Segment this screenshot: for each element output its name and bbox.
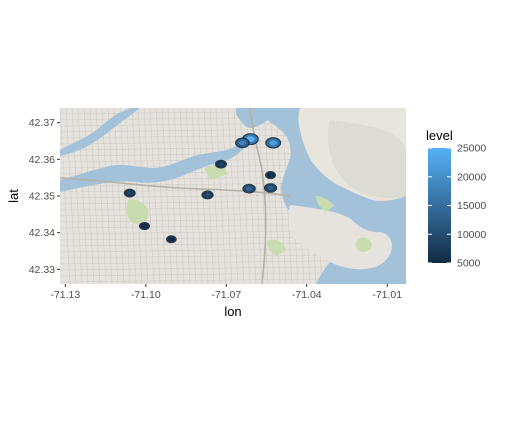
waterfront-park	[316, 196, 334, 212]
dorchester-bay	[316, 250, 406, 284]
density-blob	[201, 190, 214, 200]
charles-river	[60, 140, 248, 192]
legend-breaks: 5000 10000 15000 20000 25000	[428, 143, 486, 270]
legend-label: 20000	[457, 171, 486, 183]
basemap	[60, 108, 406, 284]
density-blob	[265, 171, 277, 180]
y-tick-label: 42.35	[29, 191, 55, 203]
y-tick-label: 42.34	[29, 227, 55, 239]
y-axis: 42.33 42.34 42.35 42.36 42.37	[29, 117, 60, 276]
legend-label: 15000	[457, 200, 486, 212]
legend-label: 10000	[457, 229, 486, 241]
highway-i93	[249, 108, 267, 284]
density-blobs	[123, 133, 282, 244]
legend-label: 5000	[457, 258, 481, 270]
x-tick-label: -71.10	[131, 289, 161, 301]
y-tick-label: 42.36	[29, 154, 55, 166]
x-tick-label: -71.04	[292, 289, 322, 301]
y-axis-title: lat	[6, 189, 21, 203]
density-blob	[263, 183, 278, 193]
upper-river	[60, 108, 140, 156]
x-tick-label: -71.07	[211, 289, 241, 301]
legend-colorbar	[428, 148, 451, 263]
density-blob	[242, 183, 256, 194]
airport	[327, 120, 406, 198]
density-blob	[265, 137, 282, 149]
x-tick-label: -71.01	[372, 289, 402, 301]
seaport-park	[267, 239, 286, 256]
highway-i90	[60, 177, 291, 197]
castle-island-park	[355, 237, 372, 253]
density-blob	[123, 188, 136, 198]
south-boston	[288, 205, 392, 270]
fens-park	[126, 199, 149, 224]
y-tick-label: 42.33	[29, 264, 55, 276]
density-blob	[235, 137, 250, 149]
legend-label: 25000	[457, 143, 486, 155]
density-blob	[214, 159, 227, 169]
legend: level 5000 10000 15000 20000 25000	[426, 128, 486, 270]
y-tick-label: 42.37	[29, 117, 55, 129]
x-axis-title: lon	[224, 304, 241, 319]
density-blob	[138, 221, 151, 231]
x-axis: -71.13 -71.10 -71.07 -71.04 -71.01	[50, 284, 402, 301]
legend-title: level	[426, 128, 453, 143]
density-blob	[165, 235, 177, 244]
x-tick-label: -71.13	[50, 289, 80, 301]
